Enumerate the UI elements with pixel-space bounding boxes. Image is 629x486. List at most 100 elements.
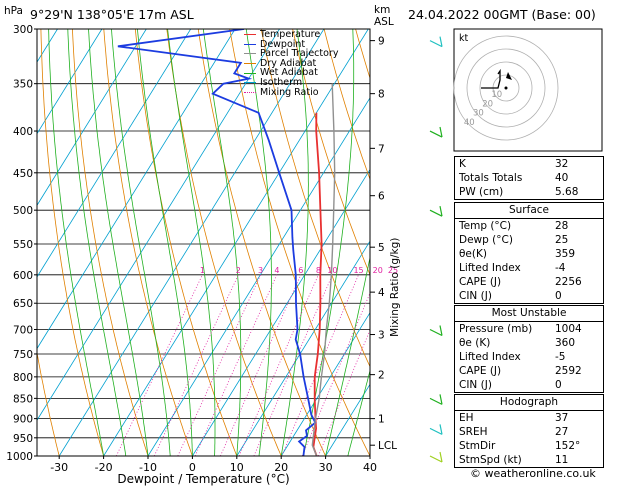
wind-barb <box>429 427 443 435</box>
dry-adiabat-line <box>229 29 370 456</box>
datetime-label: 24.04.2022 00GMT (Base: 00) <box>408 7 596 22</box>
wet-adiabat-line <box>325 255 370 456</box>
pressure-tick-label: 900 <box>13 414 33 426</box>
isotherm-line <box>37 29 103 135</box>
dry-adiabat-line <box>40 29 104 456</box>
plot-area <box>37 29 370 456</box>
pressure-tick-label: 450 <box>13 168 33 180</box>
km-label: 1 <box>378 414 385 426</box>
hodograph-title: Hodograph <box>455 395 603 411</box>
index-row: Totals Totals 40 <box>459 172 569 184</box>
pressure-tick-label: 850 <box>13 393 33 405</box>
pressure-tick-label: 550 <box>13 239 33 251</box>
surface-row: Dewp (°C) 25 <box>459 234 569 246</box>
hodograph-table: Hodograph EH 37 SREH 27 StmDir 152° StmSpd … <box>454 394 604 468</box>
wind-barb <box>429 130 443 138</box>
wind-barb <box>439 451 443 463</box>
temp-tick-label: -10 <box>139 461 157 474</box>
km-label: 5 <box>378 242 385 254</box>
temp-tick-label: 0 <box>189 461 196 474</box>
isotherm-line <box>37 29 280 421</box>
x-axis-title: Dewpoint / Temperature (°C) <box>117 472 289 486</box>
legend-item: Dry Adiabat <box>244 59 338 69</box>
mixing-ratio-label: 20 <box>373 266 383 275</box>
mixing-ratio-line <box>253 274 333 456</box>
pressure-tick-label: 300 <box>13 24 33 36</box>
dry-adiabat-line <box>37 350 60 456</box>
hodograph-kt-label: kt <box>459 33 469 44</box>
hodo-row: SREH 27 <box>459 426 569 438</box>
pressure-tick-label: 600 <box>13 270 33 282</box>
dry-adiabat-line <box>134 29 238 456</box>
surface-table: Surface Temp (°C) 28 Dewp (°C) 25 θe(K) 359… <box>454 202 604 304</box>
km-label: 9 <box>378 36 385 48</box>
wind-barb <box>429 209 443 217</box>
wet-adiabat-line <box>48 29 104 456</box>
mixing-ratio-label: 3 <box>258 266 263 275</box>
temp-tick-label: 30 <box>319 461 333 474</box>
wind-barb <box>439 424 443 435</box>
wind-barb <box>439 126 443 138</box>
dry-adiabat-line <box>103 29 193 456</box>
hodograph-center <box>504 86 508 90</box>
legend-item: Parcel Trajectory <box>244 49 338 59</box>
wet-adiabat-line <box>137 29 193 456</box>
hodograph-ring-label: 30 <box>473 109 484 119</box>
mu-row: CAPE (J) 2592 <box>459 365 582 377</box>
indices-table: K 32 Totals Totals 40 PW (cm) 5.68 <box>454 156 604 200</box>
mixing-ratio-label: 2 <box>236 266 241 275</box>
mixing-ratio-line <box>194 274 278 456</box>
wind-barb <box>429 328 443 337</box>
wet-adiabat-line <box>111 29 171 456</box>
pressure-tick-label: 800 <box>13 372 33 384</box>
surface-row: Lifted Index -4 <box>459 262 566 274</box>
mixing-ratio-label: 6 <box>298 266 303 275</box>
km-label: 4 <box>378 287 385 299</box>
isotherm-line <box>37 29 236 350</box>
legend-item: Isotherm <box>244 78 338 88</box>
index-row: K 32 <box>459 158 569 170</box>
pressure-tick-label: 950 <box>13 433 33 445</box>
km-label: 6 <box>378 191 385 203</box>
mixing-ratio-axis-title: Mixing Ratio (g/kg) <box>389 238 401 337</box>
surface-row: CAPE (J) 2256 <box>459 276 582 288</box>
temp-tick-label: -30 <box>50 461 68 474</box>
pressure-tick-label: 700 <box>13 325 33 337</box>
isotherm-line <box>280 311 370 456</box>
mixing-ratio-label: 1 <box>200 266 205 275</box>
hodo-row: EH 37 <box>459 412 569 424</box>
km-label: 2 <box>378 370 385 382</box>
pressure-tick-label: 400 <box>13 126 33 138</box>
wet-adiabat-line <box>347 368 370 456</box>
series-temperature <box>312 112 323 456</box>
wind-barb <box>429 455 443 463</box>
wet-adiabat-line <box>202 29 242 456</box>
legend-item: Dewpoint <box>244 39 338 50</box>
hodograph-ring-label: 40 <box>464 118 475 128</box>
wet-adiabat-line <box>303 29 355 456</box>
dry-adiabat-line <box>197 29 326 456</box>
isotherm-line <box>103 29 369 456</box>
mixing-ratio-label: 15 <box>353 266 363 275</box>
hpa-label: hPa <box>4 5 23 17</box>
hodo-row: StmDir 152° <box>459 440 581 452</box>
wet-adiabat-line <box>245 29 272 456</box>
wet-adiabat-line <box>67 29 127 456</box>
temp-tick-label: 10 <box>230 461 244 474</box>
km-label: km <box>374 4 390 16</box>
wet-adiabat-line <box>280 29 309 456</box>
credit-label: © weatheronline.co.uk <box>470 467 596 480</box>
mixing-ratio-line <box>281 274 359 456</box>
wind-barb <box>429 397 443 405</box>
wind-barb <box>439 325 443 336</box>
hodograph-ring-label: 20 <box>482 99 493 109</box>
hodograph-ring-label: 10 <box>491 90 502 100</box>
dry-adiabat-line <box>72 29 149 456</box>
asl-label: ASL <box>374 16 394 28</box>
legend-item: Temperature <box>244 30 338 40</box>
hodograph-trace <box>481 68 501 89</box>
dry-adiabat-line <box>323 29 370 181</box>
hodograph-frame <box>453 28 603 152</box>
isotherm-line <box>147 97 370 456</box>
